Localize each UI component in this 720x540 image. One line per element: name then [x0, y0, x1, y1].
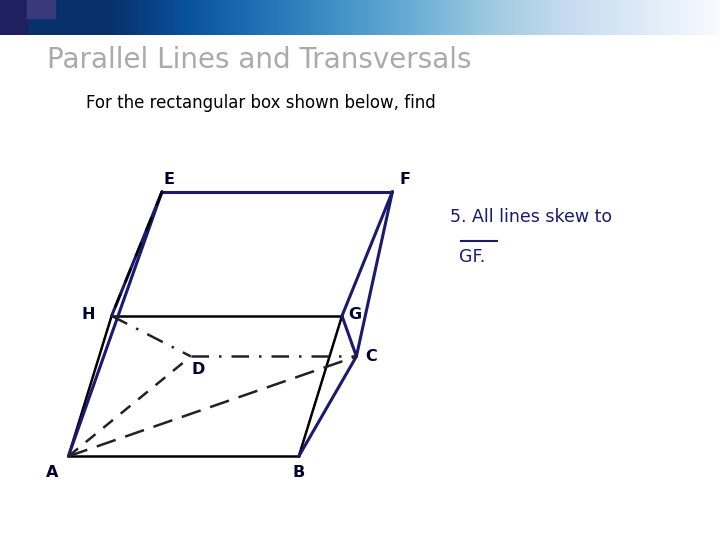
Text: Parallel Lines and Transversals: Parallel Lines and Transversals — [47, 46, 472, 74]
Text: A: A — [46, 465, 59, 480]
Text: H: H — [82, 307, 95, 322]
Text: 5. All lines skew to: 5. All lines skew to — [450, 208, 612, 226]
Text: D: D — [192, 362, 204, 377]
Bar — [27, 0, 55, 17]
Text: C: C — [365, 349, 377, 364]
Text: For the rectangular box shown below, find: For the rectangular box shown below, fin… — [86, 94, 436, 112]
Text: G: G — [348, 307, 361, 322]
Text: F: F — [400, 172, 411, 187]
Text: E: E — [163, 172, 175, 187]
Text: B: B — [292, 465, 305, 480]
Text: GF.: GF. — [459, 248, 485, 266]
Bar — [0, 0, 27, 35]
